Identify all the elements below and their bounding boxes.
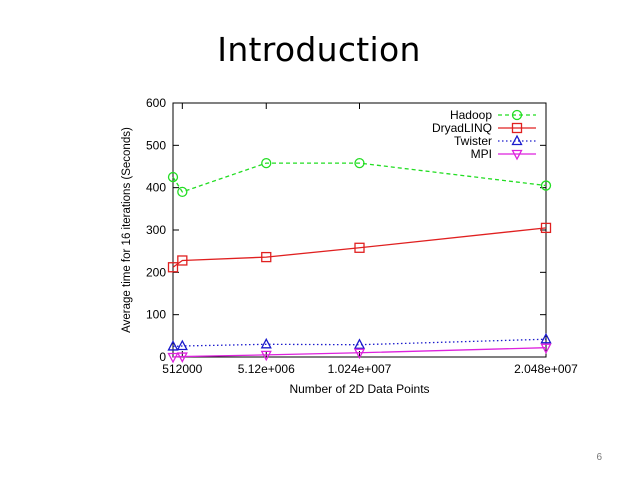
series-hadoop [167, 157, 552, 198]
data-point-dryadlinq [540, 222, 552, 234]
data-point-hadoop [261, 157, 272, 169]
series-dryadlinq [167, 222, 552, 273]
data-point-hadoop [540, 180, 552, 191]
data-point-twister [260, 337, 272, 349]
data-point-twister [167, 340, 179, 351]
series-line-dryadlinq [172, 227, 547, 268]
data-point-hadoop [177, 186, 188, 198]
data-point-twister [176, 339, 188, 351]
data-point-mpi [167, 352, 179, 364]
line-chart: 0 100 200 300 400 500 600 512000 5.12e+006 1.024e… [121, 96, 578, 396]
y-axis-label: Average time for 16 iterations (Seconds) [121, 127, 133, 333]
legend-label-hadoop: Hadoop [450, 108, 492, 122]
chart-container: 0 100 200 300 400 500 600 512000 5.12e+006 1.024e… [108, 88, 588, 413]
x-tick-label: 2.048e+007 [514, 362, 578, 376]
legend-label-dryadlinq: DryadLINQ [432, 121, 492, 135]
data-point-dryadlinq [177, 255, 188, 266]
x-tick-label: 5.12e+006 [238, 362, 295, 376]
legend-marker-twister [511, 134, 523, 146]
y-tick-label: 300 [146, 223, 166, 237]
x-tick-label: 1.024e+007 [328, 362, 392, 376]
data-point-twister [353, 338, 366, 349]
y-tick-label: 500 [146, 138, 166, 152]
legend-label-mpi: MPI [471, 147, 492, 161]
data-point-hadoop [167, 171, 179, 183]
x-axis-label: Number of 2D Data Points [289, 382, 429, 396]
page-number: 6 [596, 452, 602, 463]
data-point-mpi [176, 352, 188, 363]
data-point-hadoop [354, 157, 365, 169]
legend-marker-dryadlinq [511, 122, 523, 134]
legend-marker-hadoop [511, 109, 523, 121]
y-tick-label: 600 [146, 96, 166, 110]
data-point-dryadlinq [354, 242, 365, 253]
y-tick-label: 400 [146, 181, 166, 195]
series-line-twister [172, 338, 547, 348]
data-point-mpi [353, 348, 366, 360]
series-twister [167, 332, 552, 351]
series-mpi [167, 343, 552, 364]
data-point-dryadlinq [167, 262, 179, 273]
legend-marker-mpi [511, 149, 523, 161]
legend-label-twister: Twister [454, 134, 492, 148]
x-tick-label: 512000 [162, 362, 202, 376]
data-point-mpi [260, 350, 272, 362]
data-point-dryadlinq [261, 251, 272, 263]
slide-title: Introduction [217, 30, 421, 69]
y-tick-label: 100 [146, 308, 166, 322]
series-line-hadoop [172, 162, 547, 193]
y-tick-label: 0 [159, 350, 166, 364]
data-point-twister [540, 332, 552, 344]
data-point-mpi [540, 343, 552, 355]
y-tick-label: 200 [146, 265, 166, 279]
